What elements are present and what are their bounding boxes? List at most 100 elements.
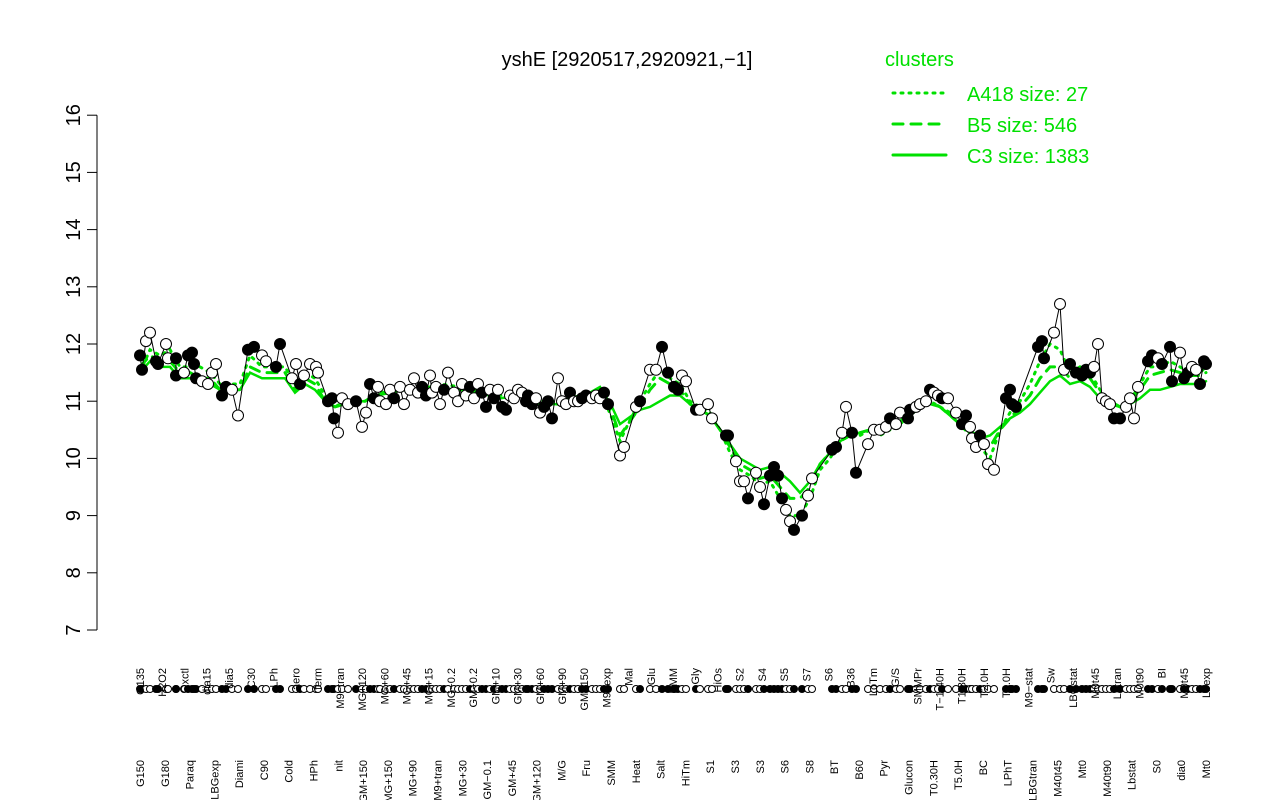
x-tick-label: S1 <box>705 760 717 773</box>
data-point <box>152 358 164 370</box>
data-point <box>546 412 558 425</box>
legend-label: A418 size: 27 <box>967 84 1088 106</box>
data-point <box>618 441 630 453</box>
x-tick-label: S7 <box>801 668 813 681</box>
legend-label: B5 size: 546 <box>967 115 1077 137</box>
data-point <box>1064 358 1076 370</box>
data-point <box>656 340 668 353</box>
data-point <box>862 438 874 451</box>
data-point <box>772 469 784 482</box>
y-tick-label: 12 <box>63 333 85 355</box>
legend-label: C3 size: 1383 <box>967 146 1089 168</box>
data-point <box>850 466 862 479</box>
y-tick-label: 13 <box>63 276 85 298</box>
strip-marker <box>1040 685 1048 693</box>
legend-title: clusters <box>885 49 954 71</box>
x-tick-label: M40t90 <box>1102 760 1114 797</box>
strip-marker <box>164 685 172 693</box>
data-point <box>492 383 504 396</box>
x-tick-label: Heat <box>631 760 643 783</box>
data-point <box>480 400 492 413</box>
data-point <box>1092 338 1104 350</box>
data-point <box>702 398 714 411</box>
x-tick-label: aero <box>290 668 302 690</box>
data-point <box>672 383 684 396</box>
x-tick-label: S6 <box>823 668 835 681</box>
data-point <box>694 403 706 416</box>
x-tick-label: G180 <box>160 760 172 787</box>
data-point <box>452 395 464 408</box>
strip-marker <box>708 685 716 693</box>
x-tick-label: T5.0H <box>953 760 965 790</box>
x-tick-label: BMM <box>668 668 680 694</box>
data-point <box>1190 363 1202 376</box>
data-point <box>1200 358 1212 370</box>
x-tick-label: M40t45 <box>1052 760 1064 797</box>
x-tick-label: B60 <box>854 760 866 780</box>
strip-marker <box>262 685 270 693</box>
strip-marker <box>896 685 904 693</box>
strip-marker <box>604 685 612 693</box>
data-point <box>830 441 842 453</box>
x-tick-label: Glu <box>646 668 658 685</box>
x-tick-label: dia0 <box>1176 760 1188 781</box>
data-point <box>232 409 244 422</box>
data-point <box>1010 400 1022 413</box>
x-tick-label: T2.0H <box>979 668 991 698</box>
data-point <box>1038 352 1050 365</box>
strip-marker <box>724 685 732 693</box>
x-tick-label: GM+90 <box>557 668 569 704</box>
x-tick-label: Paraq <box>185 760 197 789</box>
data-point <box>434 398 446 411</box>
data-point <box>350 395 362 408</box>
data-point <box>312 366 324 379</box>
data-point <box>1194 378 1206 390</box>
x-tick-label: T0.30H <box>928 760 940 796</box>
y-axis: 7 8 9 10 11 12 13 14 15 16 <box>63 104 98 636</box>
strip-marker <box>682 685 690 693</box>
x-tick-label: M9+tran <box>432 760 444 800</box>
data-point <box>160 338 172 350</box>
data-point <box>442 366 454 379</box>
strip-marker <box>1168 685 1176 693</box>
data-point <box>380 398 392 411</box>
data-point <box>424 369 436 382</box>
x-tick-label: S8 <box>804 760 816 773</box>
data-point <box>988 463 1000 476</box>
data-point <box>360 406 372 419</box>
x-tick-label: S0 <box>1151 760 1163 773</box>
data-point <box>738 475 750 488</box>
strip-marker <box>852 685 860 693</box>
x-tick-label: S4 <box>757 668 769 681</box>
x-tick-label: MG+45 <box>402 668 414 704</box>
x-tick-label: M9−stat <box>1023 668 1035 707</box>
data-point <box>394 380 406 393</box>
x-tick-label: GM+10 <box>490 668 502 704</box>
data-point <box>298 369 310 382</box>
x-tick-label: T1.30H <box>957 668 969 704</box>
x-tick-label: BI <box>1157 668 1169 678</box>
data-point <box>602 398 614 411</box>
data-point <box>260 355 272 368</box>
data-point <box>1048 326 1060 339</box>
data-point <box>530 392 542 405</box>
x-tick-label: GM+150 <box>579 668 591 711</box>
data-point <box>1156 358 1168 370</box>
x-tick-label: M0t45 <box>1090 668 1102 699</box>
x-tick-label: M/G <box>556 760 568 781</box>
data-point <box>1174 346 1186 359</box>
x-tick-label: Lbtran <box>1112 668 1124 699</box>
data-point <box>332 426 344 439</box>
x-tick-label: SMMPr <box>912 668 924 705</box>
data-point <box>742 492 754 505</box>
x-tick-label: MG−0.2 <box>446 668 458 707</box>
strip-marker <box>1158 685 1166 693</box>
y-tick-label: 16 <box>63 104 85 126</box>
data-point <box>1114 412 1126 425</box>
data-point <box>650 363 662 376</box>
data-point <box>730 455 742 468</box>
data-point <box>408 372 420 385</box>
data-point <box>542 395 554 408</box>
data-point <box>1104 398 1116 411</box>
data-point <box>706 412 718 425</box>
